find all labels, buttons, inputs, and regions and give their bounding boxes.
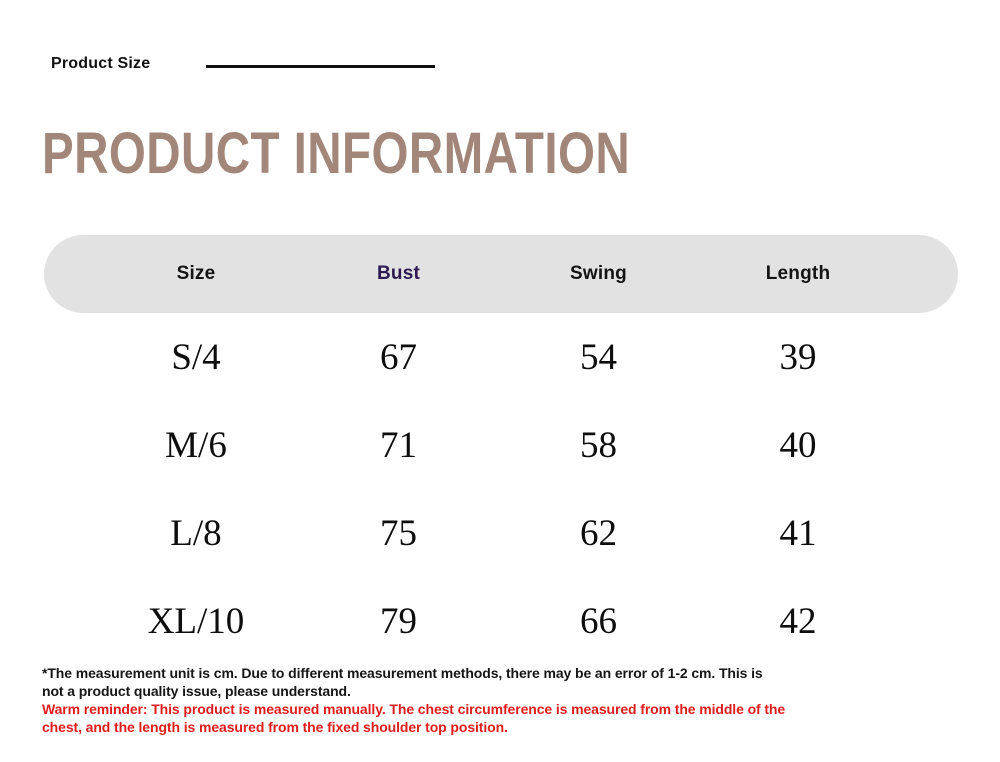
title-rule-line — [206, 65, 435, 68]
warm-reminder-line-1: Warm reminder: This product is measured … — [42, 701, 786, 717]
cell-length: 39 — [779, 336, 817, 378]
measurement-note-line-1: *The measurement unit is cm. Due to diff… — [42, 665, 763, 681]
warm-reminder-note: Warm reminder: This product is measured … — [42, 701, 785, 736]
table-row-xl: XL/10 79 66 42 — [44, 577, 958, 665]
cell-size: S/4 — [171, 336, 221, 378]
cell-bust: 79 — [380, 600, 417, 642]
cell-length: 40 — [779, 424, 817, 466]
cell-bust: 75 — [380, 512, 417, 554]
footnotes: *The measurement unit is cm. Due to diff… — [42, 665, 785, 736]
column-header-swing: Swing — [570, 263, 627, 284]
table-row-s: S/4 67 54 39 — [44, 313, 958, 401]
cell-size: XL/10 — [147, 600, 245, 642]
column-header-length: Length — [765, 263, 831, 284]
cell-swing: 66 — [580, 600, 617, 642]
cell-swing: 58 — [580, 424, 617, 466]
cell-length: 42 — [779, 600, 817, 642]
measurement-note: *The measurement unit is cm. Due to diff… — [42, 665, 785, 700]
warm-reminder-line-2: chest, and the length is measured from t… — [42, 718, 508, 735]
cell-size: L/8 — [170, 512, 222, 554]
cell-swing: 62 — [580, 512, 617, 554]
size-table-header-row: Size Bust Swing Length — [44, 235, 958, 313]
product-size-label: Product Size — [51, 55, 151, 72]
cell-bust: 71 — [380, 424, 417, 466]
cell-size: M/6 — [165, 424, 227, 466]
column-header-size: Size — [176, 263, 216, 284]
cell-bust: 67 — [380, 336, 417, 378]
table-row-l: L/8 75 62 41 — [44, 489, 958, 577]
size-table: Size Bust Swing Length S/4 67 54 39 M/6 … — [44, 235, 958, 665]
cell-length: 41 — [779, 512, 817, 554]
page-title: PRODUCT INFORMATION — [42, 121, 631, 186]
table-row-m: M/6 71 58 40 — [44, 401, 958, 489]
cell-swing: 54 — [580, 336, 617, 378]
column-header-bust: Bust — [376, 263, 421, 284]
measurement-note-line-2: not a product quality issue, please unde… — [42, 682, 351, 699]
